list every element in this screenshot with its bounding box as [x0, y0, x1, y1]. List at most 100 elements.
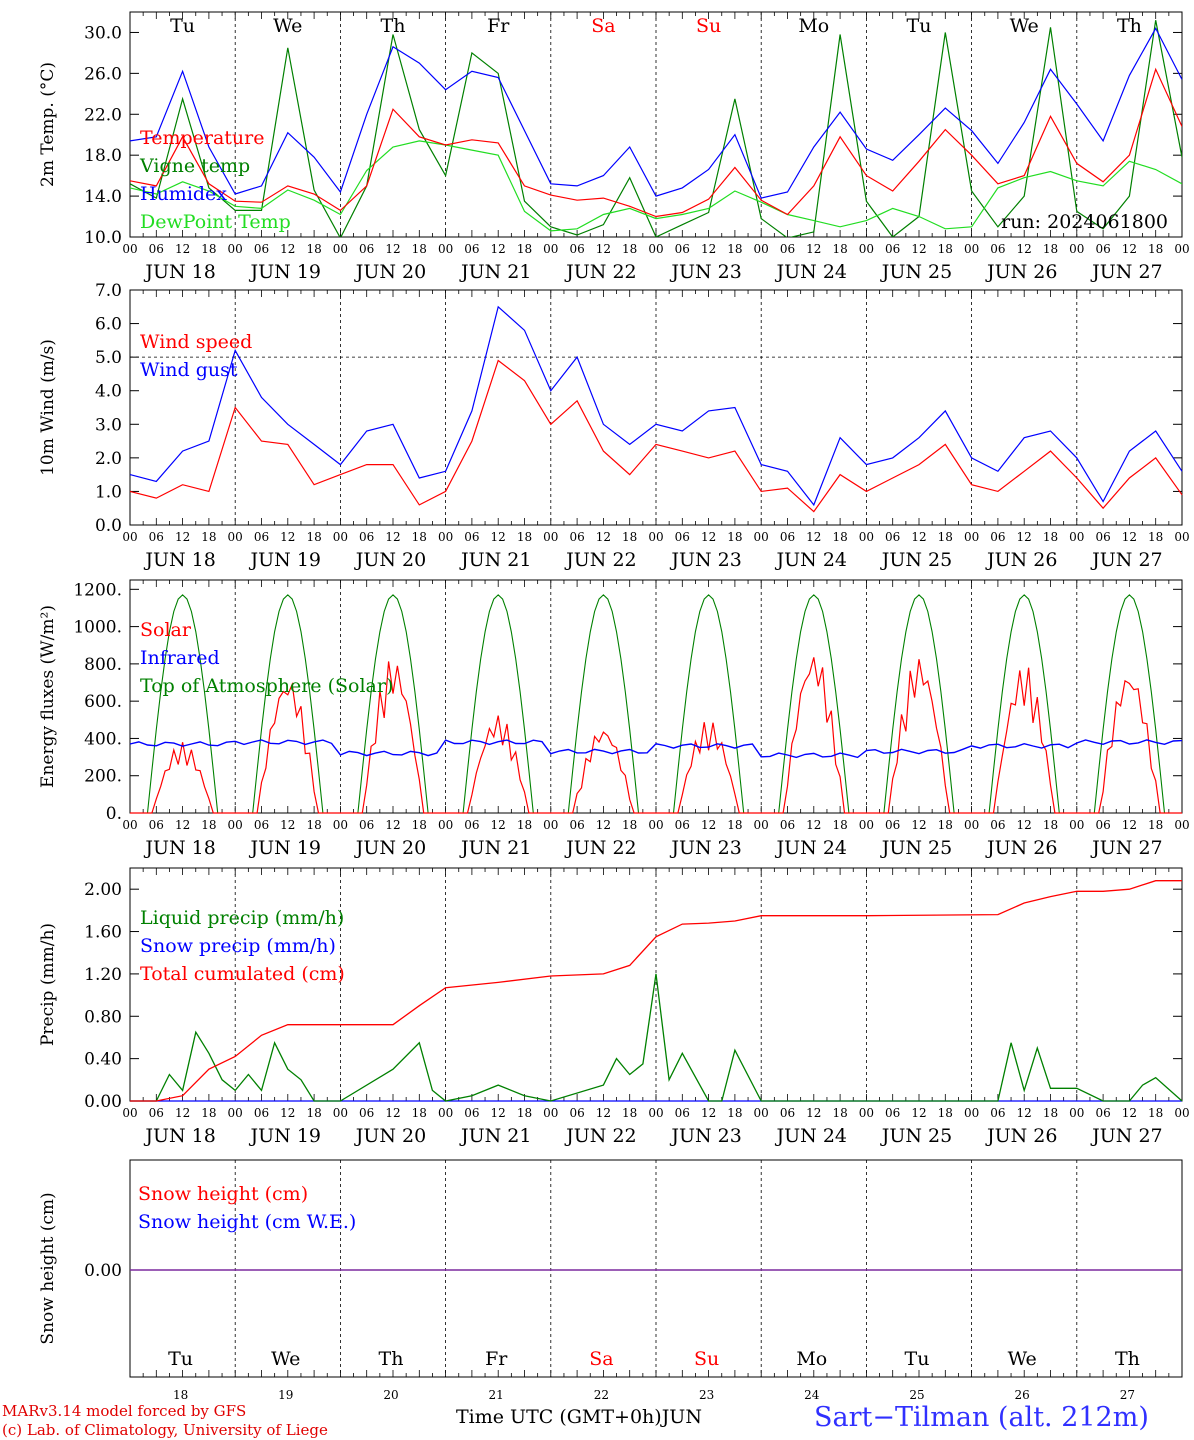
- flux-date-label: JUN 26: [985, 837, 1057, 859]
- flux-legend-entry: Infrared: [140, 647, 220, 669]
- flux-hour-label: 12: [806, 818, 821, 832]
- precip-hour-label: 12: [491, 1106, 506, 1120]
- flux-hour-label: 18: [306, 818, 321, 832]
- temp-date-label: JUN 27: [1090, 261, 1162, 283]
- temp-series-humidex: [130, 27, 1182, 199]
- precip-hour-label: 06: [149, 1106, 164, 1120]
- snow-day-number: 22: [594, 1388, 609, 1402]
- temp-weekday-label: Th: [381, 15, 406, 37]
- flux-hour-label: 12: [280, 818, 295, 832]
- temp-hour-label: 12: [701, 242, 716, 256]
- wind-hour-label: 06: [1095, 530, 1110, 544]
- flux-hour-label: 12: [1122, 818, 1137, 832]
- wind-hour-label: 00: [648, 530, 663, 544]
- precip-hour-label: 06: [464, 1106, 479, 1120]
- flux-hour-label: 12: [911, 818, 926, 832]
- snow-day-number: 26: [1015, 1388, 1030, 1402]
- snow-day-number: 25: [909, 1388, 924, 1402]
- precip-hour-label: 18: [306, 1106, 321, 1120]
- precip-hour-label: 00: [122, 1106, 137, 1120]
- temp-hour-label: 18: [1148, 242, 1163, 256]
- temp-hour-label: 18: [412, 242, 427, 256]
- precip-ytick-label: 1.60: [84, 923, 122, 943]
- wind-date-label: JUN 24: [775, 549, 847, 571]
- flux-date-label: JUN 27: [1090, 837, 1162, 859]
- flux-ytick-label: 400.: [84, 729, 122, 749]
- wind-date-label: JUN 21: [459, 549, 531, 571]
- flux-hour-label: 06: [780, 818, 795, 832]
- flux-hour-label: 06: [569, 818, 584, 832]
- snow-day-number: 21: [489, 1388, 504, 1402]
- flux-ytick-label: 0.: [106, 804, 122, 824]
- wind-hour-label: 12: [596, 530, 611, 544]
- precip-hour-label: 00: [333, 1106, 348, 1120]
- wind-hour-label: 12: [806, 530, 821, 544]
- wind-hour-label: 06: [990, 530, 1005, 544]
- snow-legend-entry: Snow height (cm): [138, 1183, 308, 1205]
- precip-hour-label: 12: [806, 1106, 821, 1120]
- wind-hour-label: 18: [1043, 530, 1058, 544]
- wind-hour-label: 00: [438, 530, 453, 544]
- precip-hour-label: 12: [911, 1106, 926, 1120]
- flux-hour-label: 18: [201, 818, 216, 832]
- wind-hour-label: 00: [964, 530, 979, 544]
- station-title: Sart−Tilman (alt. 212m): [814, 1402, 1149, 1433]
- flux-hour-label: 18: [1148, 818, 1163, 832]
- temp-ytick-label: 22.0: [84, 105, 122, 125]
- precip-hour-label: 06: [1095, 1106, 1110, 1120]
- wind-hour-label: 18: [1148, 530, 1163, 544]
- snow-day-number: 18: [173, 1388, 188, 1402]
- temp-hour-label: 00: [438, 242, 453, 256]
- flux-date-label: JUN 23: [669, 837, 741, 859]
- precip-hour-label: 18: [1043, 1106, 1058, 1120]
- precip-hour-label: 00: [1069, 1106, 1084, 1120]
- flux-date-label: JUN 21: [459, 837, 531, 859]
- wind-date-label: JUN 27: [1090, 549, 1162, 571]
- temp-legend-entry: Temperature: [140, 127, 264, 149]
- wind-hour-label: 18: [306, 530, 321, 544]
- wind-ytick-label: 5.0: [95, 348, 122, 368]
- wind-hour-label: 12: [280, 530, 295, 544]
- temp-hour-label: 06: [990, 242, 1005, 256]
- precip-date-label: JUN 18: [143, 1125, 215, 1147]
- temp-ytick-label: 14.0: [84, 187, 122, 207]
- wind-date-label: JUN 25: [880, 549, 952, 571]
- flux-date-label: JUN 24: [775, 837, 847, 859]
- flux-ytick-label: 600.: [84, 692, 122, 712]
- precip-hour-label: 12: [1122, 1106, 1137, 1120]
- temp-hour-label: 12: [491, 242, 506, 256]
- flux-hour-label: 06: [990, 818, 1005, 832]
- precip-series-liquid-precip-mm-h-: [130, 973, 1183, 1102]
- precip-hour-label: 06: [569, 1106, 584, 1120]
- wind-series-wind-gust: [129, 305, 1183, 507]
- temp-hour-label: 18: [622, 242, 637, 256]
- wind-ytick-label: 1.0: [95, 482, 122, 502]
- temp-weekday-label: We: [273, 15, 302, 37]
- temp-ytick-label: 18.0: [84, 146, 122, 166]
- temp-hour-label: 18: [938, 242, 953, 256]
- temp-hour-label: 12: [596, 242, 611, 256]
- wind-hour-label: 06: [464, 530, 479, 544]
- wind-hour-label: 12: [175, 530, 190, 544]
- snow-ytick-label: 0.00: [84, 1261, 122, 1281]
- snow-weekday-label: Su: [694, 1348, 719, 1370]
- flux-hour-label: 06: [359, 818, 374, 832]
- temp-hour-label: 00: [648, 242, 663, 256]
- flux-hour-label: 12: [701, 818, 716, 832]
- precip-ytick-label: 2.00: [84, 880, 122, 900]
- flux-hour-label: 18: [938, 818, 953, 832]
- temp-legend-entry: Vigne temp: [139, 155, 250, 177]
- wind-hour-label: 00: [122, 530, 137, 544]
- wind-y-axis-title: 10m Wind (m/s): [38, 339, 58, 476]
- temp-hour-label: 00: [122, 242, 137, 256]
- flux-hour-label: 12: [385, 818, 400, 832]
- wind-hour-label: 06: [780, 530, 795, 544]
- temp-hour-label: 12: [175, 242, 190, 256]
- wind-ytick-label: 0.0: [95, 516, 122, 536]
- precip-hour-label: 18: [938, 1106, 953, 1120]
- flux-hour-label: 00: [228, 818, 243, 832]
- snow-day-number: 23: [699, 1388, 714, 1402]
- wind-ytick-label: 6.0: [95, 315, 122, 335]
- flux-date-label: JUN 22: [564, 837, 636, 859]
- temp-hour-label: 06: [149, 242, 164, 256]
